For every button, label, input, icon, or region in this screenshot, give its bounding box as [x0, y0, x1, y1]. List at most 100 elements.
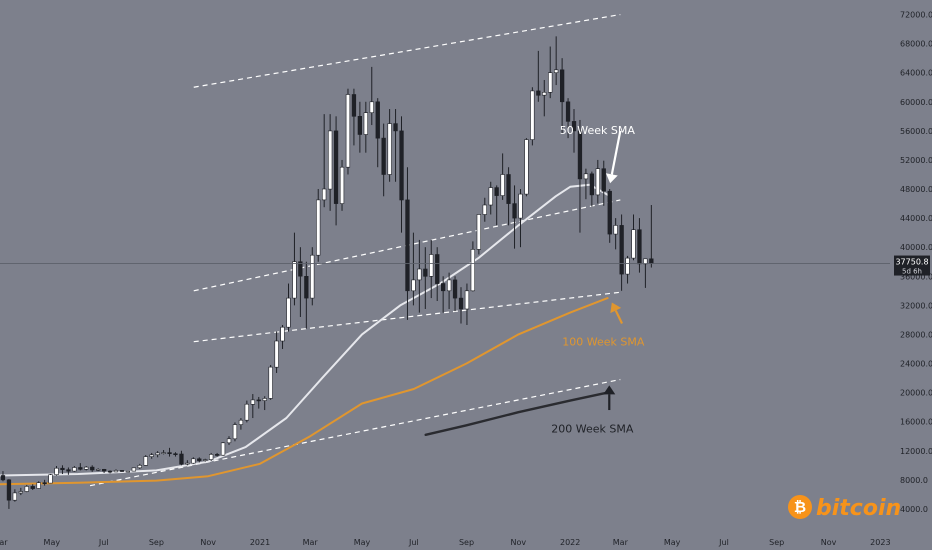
- candle: [220, 442, 226, 456]
- candle: [310, 247, 315, 306]
- candle: [167, 447, 172, 457]
- candle: [518, 189, 523, 248]
- candle: [625, 255, 630, 284]
- candle-body: [203, 459, 208, 461]
- candle: [595, 159, 601, 204]
- sma-line-2: [0, 297, 609, 486]
- candle: [440, 276, 446, 313]
- candle: [369, 66, 374, 126]
- candle-body: [583, 173, 589, 180]
- candle-body: [250, 399, 256, 405]
- candle: [0, 471, 6, 482]
- candle-body: [446, 279, 452, 292]
- candle-body: [143, 456, 148, 466]
- y-tick-label: 68000.0: [900, 40, 932, 49]
- candle: [226, 436, 232, 445]
- candle-body: [155, 452, 160, 455]
- candle: [316, 189, 321, 262]
- candle: [565, 98, 571, 139]
- candle-body: [0, 475, 6, 481]
- candle-body: [274, 340, 279, 368]
- candle-body: [268, 366, 273, 399]
- candle-body: [66, 469, 71, 472]
- x-tick-label: 2023: [870, 538, 890, 547]
- candle-body: [351, 94, 357, 117]
- candle-body: [185, 462, 190, 465]
- candle-body: [316, 199, 321, 256]
- candle-body: [375, 101, 380, 139]
- candle-body: [220, 442, 226, 456]
- candle: [482, 197, 487, 222]
- candle-body: [393, 123, 398, 132]
- candle-body: [339, 166, 345, 204]
- candle-body: [536, 90, 541, 96]
- candle-body: [48, 474, 53, 484]
- candle-body: [595, 168, 601, 196]
- channel-line-4: [89, 378, 621, 487]
- candle-body: [327, 130, 333, 190]
- y-tick-label: 20000.0: [900, 389, 932, 398]
- candle: [185, 460, 190, 466]
- candle-body: [565, 101, 571, 122]
- candle: [363, 101, 369, 153]
- candles: [0, 36, 654, 509]
- candle: [446, 272, 452, 309]
- candle-body: [542, 92, 547, 96]
- candle-body: [125, 470, 131, 473]
- candle-body: [530, 90, 535, 140]
- arrow-head: [610, 302, 622, 314]
- candle: [250, 394, 256, 419]
- candle-body: [577, 130, 583, 180]
- candle-body: [494, 187, 499, 196]
- candle-body: [78, 467, 83, 470]
- candle: [161, 450, 166, 455]
- candle: [96, 468, 101, 472]
- candle-body: [417, 268, 422, 281]
- candle-body: [452, 279, 458, 299]
- candle-body: [72, 467, 77, 472]
- candle: [143, 455, 148, 466]
- candle: [530, 87, 535, 146]
- candle-body: [440, 283, 446, 292]
- arrow-shaft: [610, 130, 622, 175]
- candle: [90, 465, 95, 472]
- sma-label-3: 200 Week SMA: [551, 423, 634, 436]
- candle-body: [42, 482, 47, 485]
- candle-body: [209, 454, 214, 460]
- candle-body: [643, 258, 648, 265]
- bitcoin-icon-glyph: ₿: [794, 498, 806, 516]
- candle-body: [30, 486, 35, 489]
- candle-body: [256, 399, 261, 402]
- candle-body: [411, 279, 416, 292]
- candle-body: [292, 261, 297, 299]
- x-tick-label: May: [44, 538, 61, 547]
- candle-body: [333, 130, 339, 204]
- candle: [298, 247, 303, 317]
- candle: [48, 474, 53, 484]
- candle-body: [226, 438, 232, 444]
- candle: [512, 185, 517, 249]
- candle: [476, 214, 482, 255]
- candle: [494, 185, 499, 226]
- candle: [536, 50, 541, 102]
- candle: [244, 400, 250, 423]
- candle-body: [304, 275, 309, 299]
- candle: [411, 232, 416, 306]
- x-tick-label: Sep: [149, 538, 164, 547]
- arrow-head: [605, 173, 618, 184]
- candle: [327, 114, 333, 211]
- candle-body: [589, 173, 595, 196]
- candle-body: [357, 116, 363, 135]
- candle: [18, 487, 24, 496]
- y-tick-label: 64000.0: [900, 69, 932, 78]
- annotation-arrow-3: [603, 385, 616, 411]
- candle-body: [173, 453, 178, 456]
- y-tick-label: 72000.0: [900, 11, 932, 20]
- y-tick-label: 36000.0: [900, 272, 932, 281]
- price-label-box: [894, 255, 930, 276]
- candle: [333, 116, 339, 226]
- candle-body: [435, 254, 440, 284]
- candle: [607, 189, 612, 243]
- candle: [470, 241, 476, 292]
- candle: [375, 98, 380, 168]
